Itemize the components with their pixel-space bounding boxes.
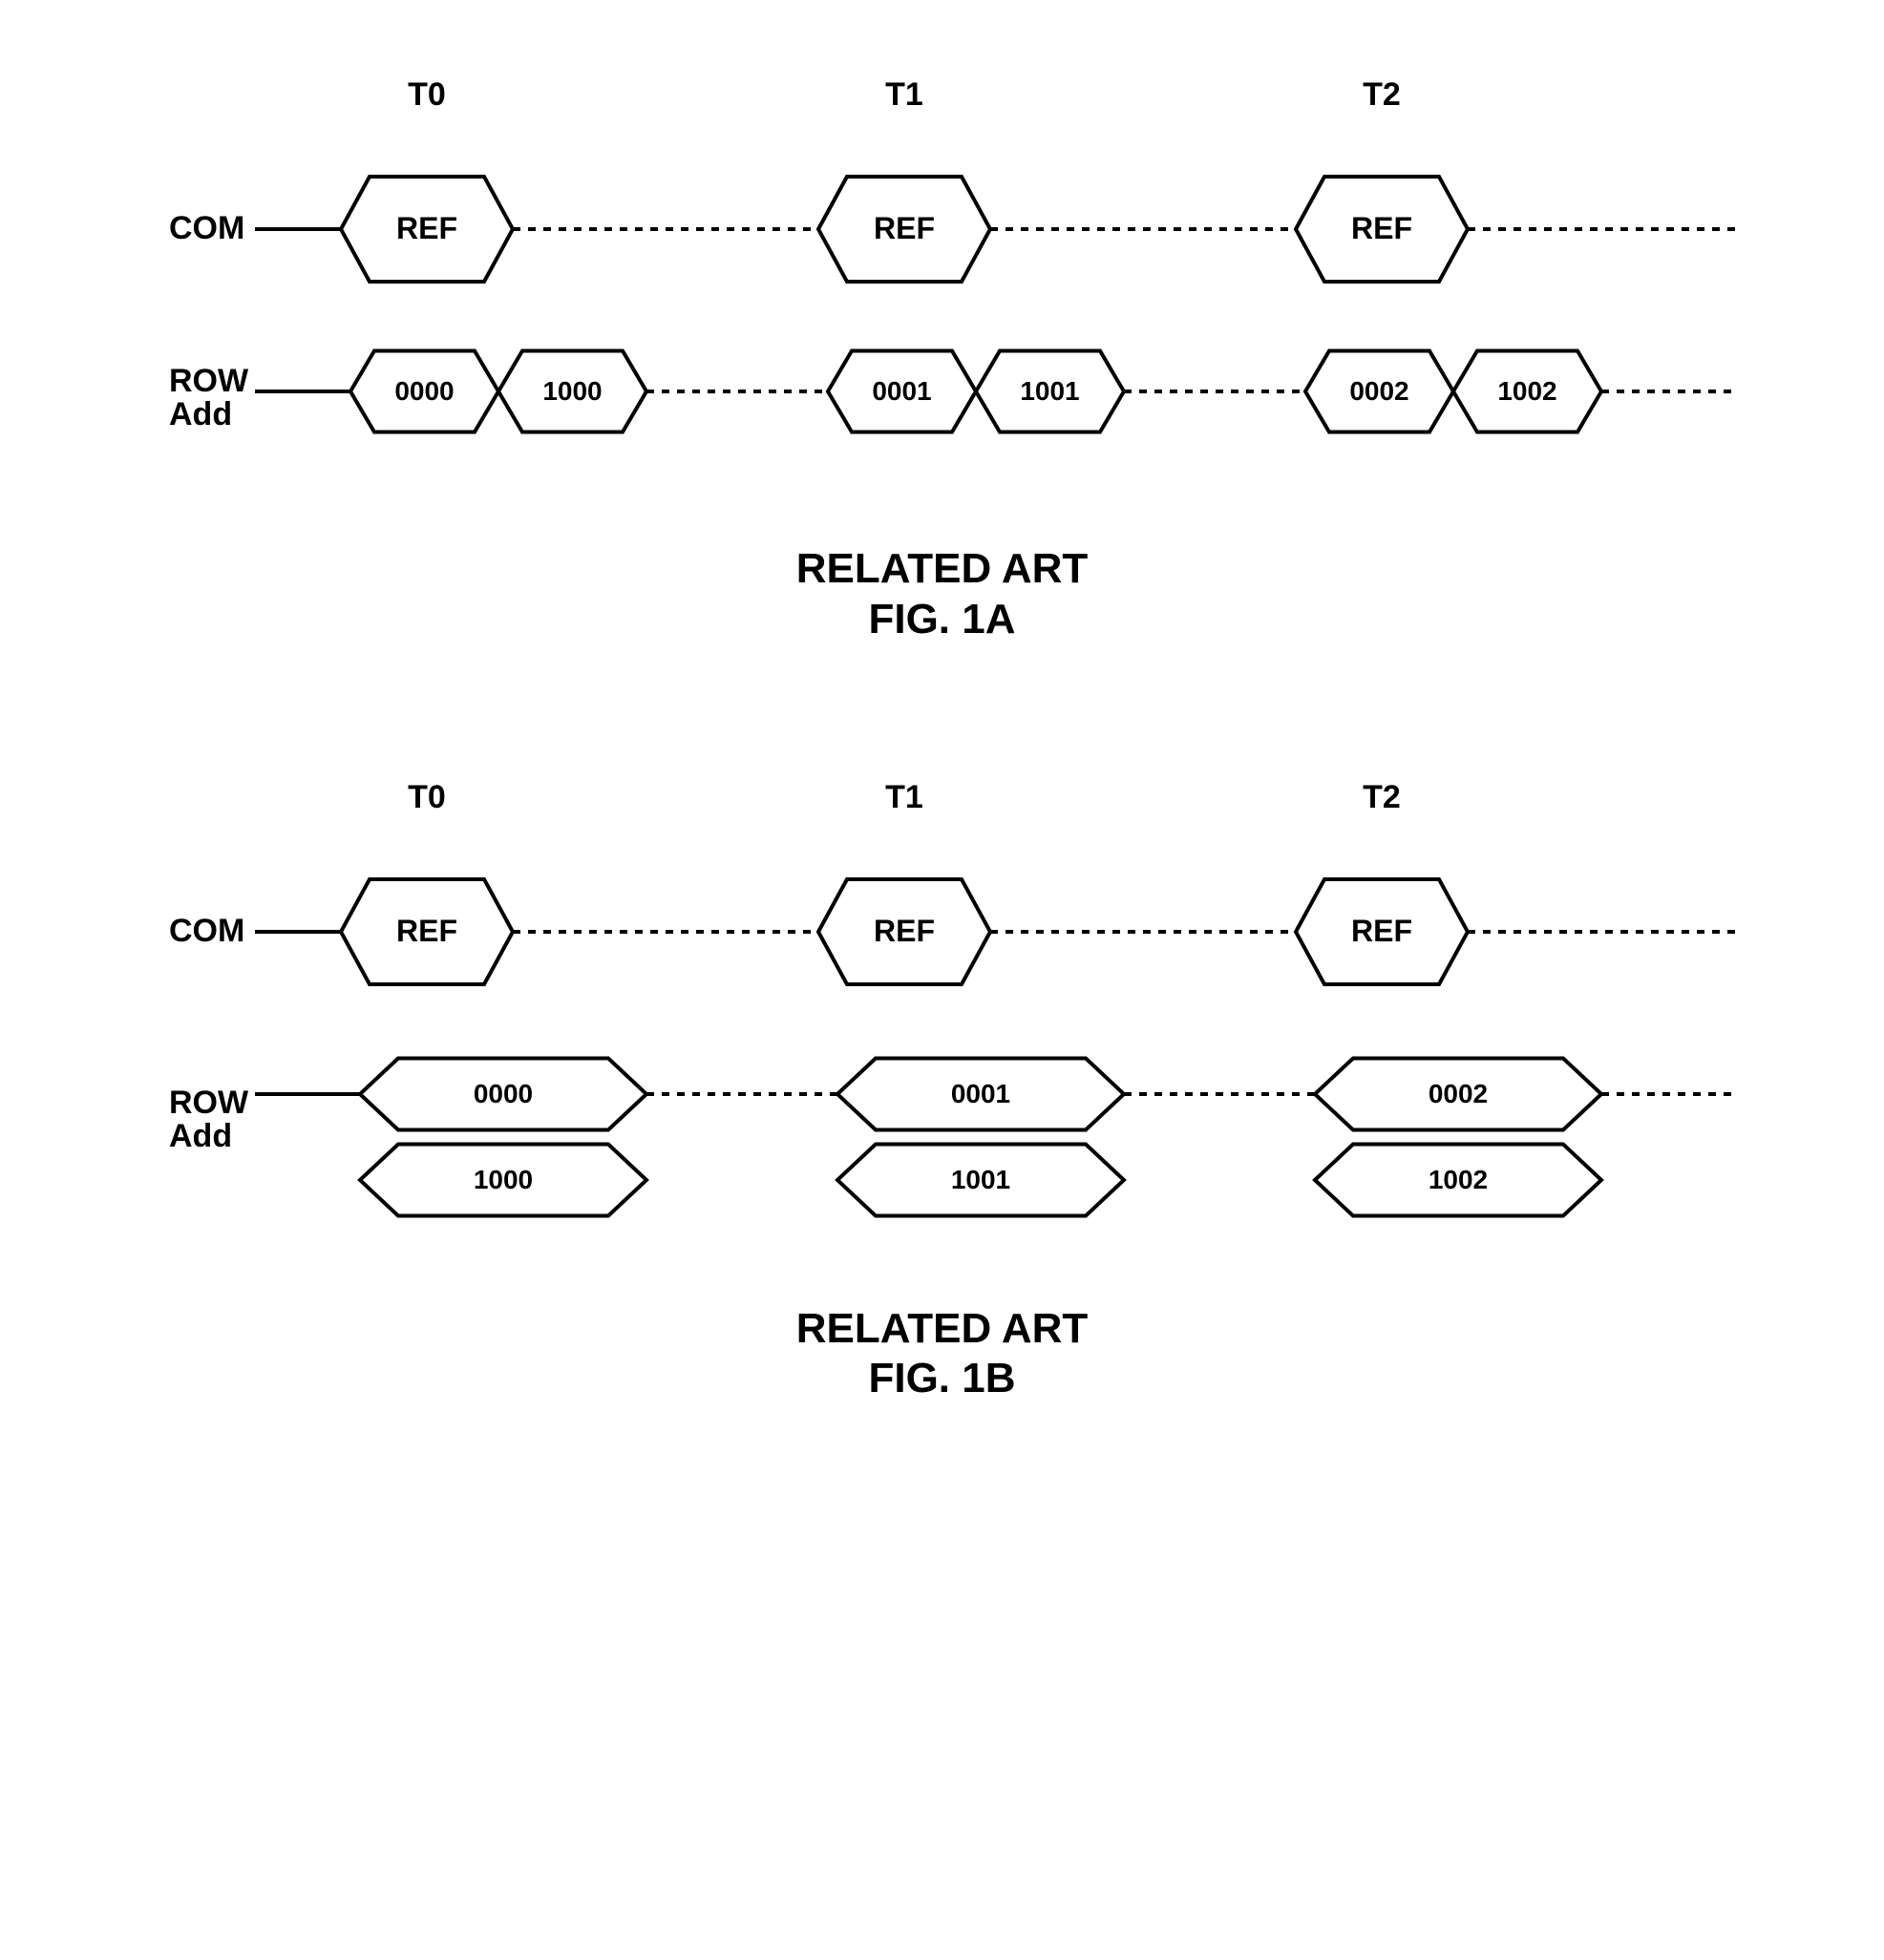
svg-text:1001: 1001 xyxy=(1020,376,1079,406)
timing-diagram-svg-b: T0 T1 T2 COM ROWAdd REF REF REF 0000 1000 0001 1001… xyxy=(131,741,1754,1275)
svg-text:ROW: ROW xyxy=(169,1085,249,1121)
caption-1a: RELATED ARTFIG. 1A xyxy=(796,544,1089,645)
figure-1a: T0 T1 T2 COM ROWAdd REF REF REF 0000 1000 0001 1001… xyxy=(38,38,1846,645)
svg-text:1001: 1001 xyxy=(950,1165,1009,1194)
svg-text:1002: 1002 xyxy=(1497,376,1556,406)
svg-text:REF: REF xyxy=(396,914,457,948)
svg-text:0001: 0001 xyxy=(950,1079,1009,1108)
svg-text:0000: 0000 xyxy=(473,1079,532,1108)
svg-text:REF: REF xyxy=(1351,914,1412,948)
diagram-container: T0T1T2COMROWAddREFREFREF0000100000011001… xyxy=(38,38,1846,1404)
timing-diagram-svg-a: T0 T1 T2 COM ROWAdd REF REF REF 0000 1000 0001 1001… xyxy=(131,38,1754,516)
svg-text:T1: T1 xyxy=(885,779,923,815)
svg-text:REF: REF xyxy=(874,914,935,948)
svg-text:ROW: ROW xyxy=(169,363,249,399)
caption-1b: RELATED ARTFIG. 1B xyxy=(796,1304,1089,1405)
svg-text:T2: T2 xyxy=(1363,76,1401,113)
svg-text:1000: 1000 xyxy=(473,1165,532,1194)
svg-text:0000: 0000 xyxy=(394,376,454,406)
svg-text:COM: COM xyxy=(169,210,244,246)
svg-text:0001: 0001 xyxy=(872,376,931,406)
svg-text:1002: 1002 xyxy=(1428,1165,1487,1194)
svg-text:Add: Add xyxy=(169,396,232,432)
svg-text:T0: T0 xyxy=(408,779,446,815)
figure-1b: T0 T1 T2 COM ROWAdd REF REF REF 0000 1000 0001 1001… xyxy=(38,741,1846,1405)
svg-text:REF: REF xyxy=(396,211,457,245)
svg-text:REF: REF xyxy=(874,211,935,245)
svg-text:Add: Add xyxy=(169,1118,232,1154)
svg-text:T0: T0 xyxy=(408,76,446,113)
svg-text:0002: 0002 xyxy=(1428,1079,1487,1108)
svg-text:1000: 1000 xyxy=(542,376,602,406)
svg-text:COM: COM xyxy=(169,913,244,949)
svg-text:0002: 0002 xyxy=(1349,376,1408,406)
svg-text:T2: T2 xyxy=(1363,779,1401,815)
svg-text:T1: T1 xyxy=(885,76,923,113)
svg-text:REF: REF xyxy=(1351,211,1412,245)
